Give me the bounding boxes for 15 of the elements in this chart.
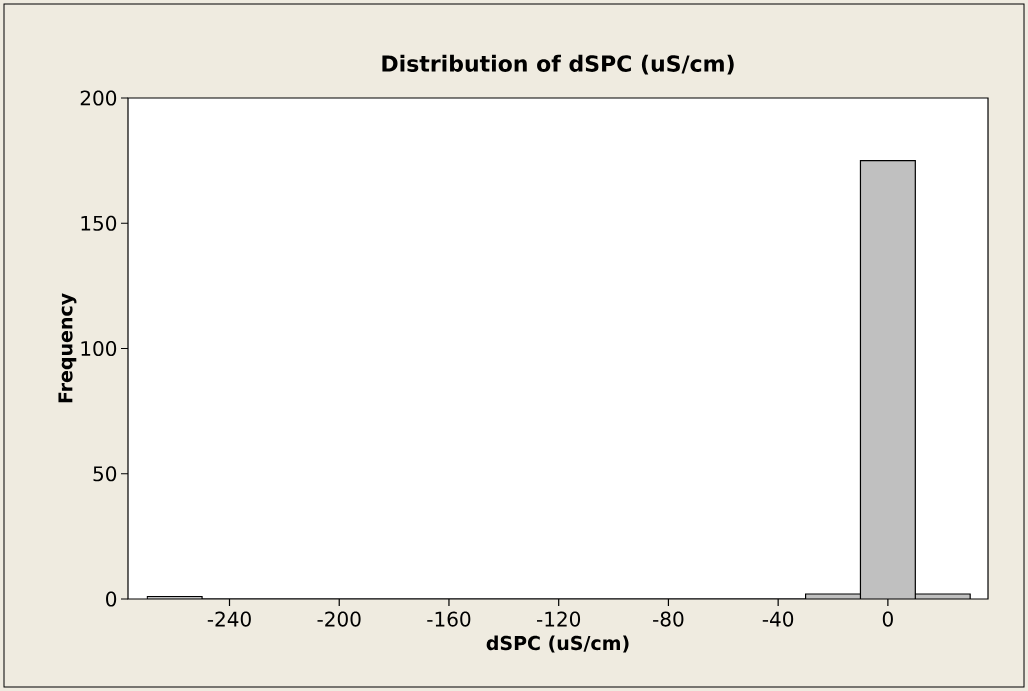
x-tick-label: -240 [207,611,251,627]
y-tick-label: 100 [81,340,117,357]
y-tick-label: 200 [80,90,117,106]
x-axis-title: dSPC (uS/cm) [486,635,629,653]
y-tick-label: 150 [81,215,117,231]
x-tick-label: -200 [317,611,361,627]
x-tick-label: -40 [762,611,794,627]
y-tick-label: 50 [93,466,117,482]
x-tick-label: 0 [882,611,893,627]
x-tick-label: -160 [427,611,471,627]
chart-title: Distribution of dSPC (uS/cm) [382,54,734,75]
x-tick-label: -80 [653,611,684,627]
x-tick-label: -120 [536,611,581,627]
y-tick-label: 0 [106,591,117,607]
y-axis-title: Frequency [58,293,77,403]
